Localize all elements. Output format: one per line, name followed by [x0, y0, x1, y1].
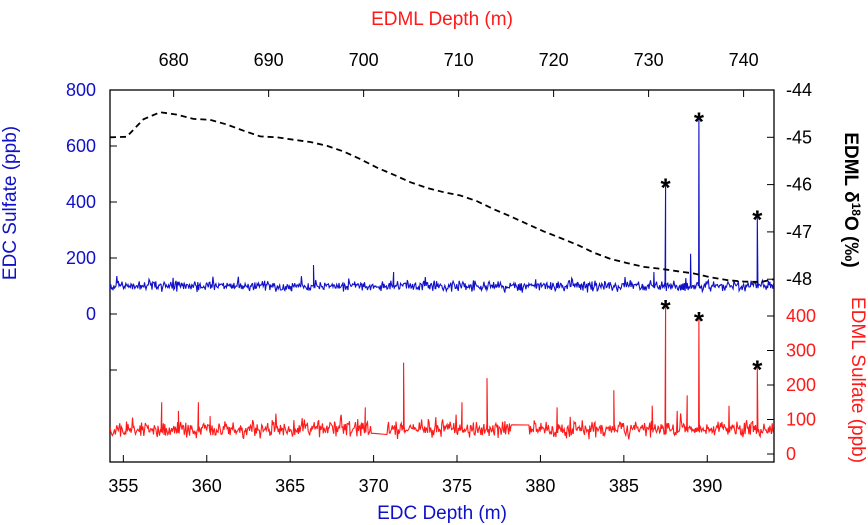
x-bottom-tick-label: 355 — [108, 476, 138, 496]
x-top-tick-label: 740 — [729, 50, 759, 70]
x-bottom-tick-label: 390 — [692, 476, 722, 496]
peak-marker: * — [660, 294, 671, 324]
x-bottom-tick-label: 370 — [359, 476, 389, 496]
y-right-lower-tick-label: 400 — [786, 306, 816, 326]
y-right-lower-tick-label: 200 — [786, 375, 816, 395]
axes-layer: 355 360 365 370 375 380 385 390 680 690 700 710 720 7… — [66, 50, 816, 496]
o18-label-sup: 18 — [849, 203, 863, 217]
y-right-upper-tick-label: -47 — [786, 222, 812, 242]
y-left-tick-label: 600 — [66, 136, 96, 156]
series-line-2 — [110, 111, 774, 283]
x-bottom-tick-label: 380 — [525, 476, 555, 496]
x-bottom-tick-label: 385 — [609, 476, 639, 496]
x-top-tick-label: 720 — [539, 50, 569, 70]
plot-frame — [109, 89, 775, 463]
y-right-lower-tick-label: 300 — [786, 341, 816, 361]
y-left-tick-label: 200 — [66, 248, 96, 268]
y-left-tick-label: 0 — [86, 304, 96, 324]
series-line-1 — [110, 116, 774, 294]
y-right-lower-tick-label: 0 — [786, 444, 796, 464]
x-top-tick-label: 700 — [349, 50, 379, 70]
x-bottom-tick-label: 375 — [442, 476, 472, 496]
y-left-tick-label: 400 — [66, 192, 96, 212]
y-right-upper-tick-label: -44 — [786, 80, 812, 100]
bottom-axis-label: EDC Depth (m) — [377, 503, 507, 524]
y-right-upper-tick-label: -45 — [786, 127, 812, 147]
y-right-upper-tick-label: -46 — [786, 175, 812, 195]
y-left-tick-label: 800 — [66, 80, 96, 100]
y-right-upper-tick-label: -48 — [786, 269, 812, 289]
left-axis-label: EDC Sulfate (ppb) — [0, 126, 21, 280]
x-top-tick-label: 690 — [254, 50, 284, 70]
y-right-lower-tick-label: 100 — [786, 410, 816, 430]
x-bottom-tick-label: 360 — [192, 476, 222, 496]
top-axis-label: EDML Depth (m) — [371, 9, 513, 30]
x-top-tick-label: 710 — [444, 50, 474, 70]
x-top-tick-label: 730 — [634, 50, 664, 70]
peak-marker: * — [694, 306, 705, 336]
peak-marker: * — [752, 354, 763, 384]
x-top-tick-label: 680 — [159, 50, 189, 70]
o18-label-part1: EDML δ — [840, 132, 861, 202]
peak-marker: * — [752, 205, 763, 235]
annotation-layer: * * * * * * — [660, 107, 763, 385]
right-lower-axis-label: EDML Sulfate (ppb) — [847, 297, 868, 463]
series-layer — [110, 111, 774, 440]
o18-label-part2: O (‰) — [840, 216, 861, 268]
series-line-3 — [110, 303, 774, 440]
x-bottom-tick-label: 365 — [275, 476, 305, 496]
peak-marker: * — [660, 172, 671, 202]
right-upper-axis-label: EDML δ18O (‰) — [840, 132, 863, 267]
peak-marker: * — [694, 107, 705, 137]
